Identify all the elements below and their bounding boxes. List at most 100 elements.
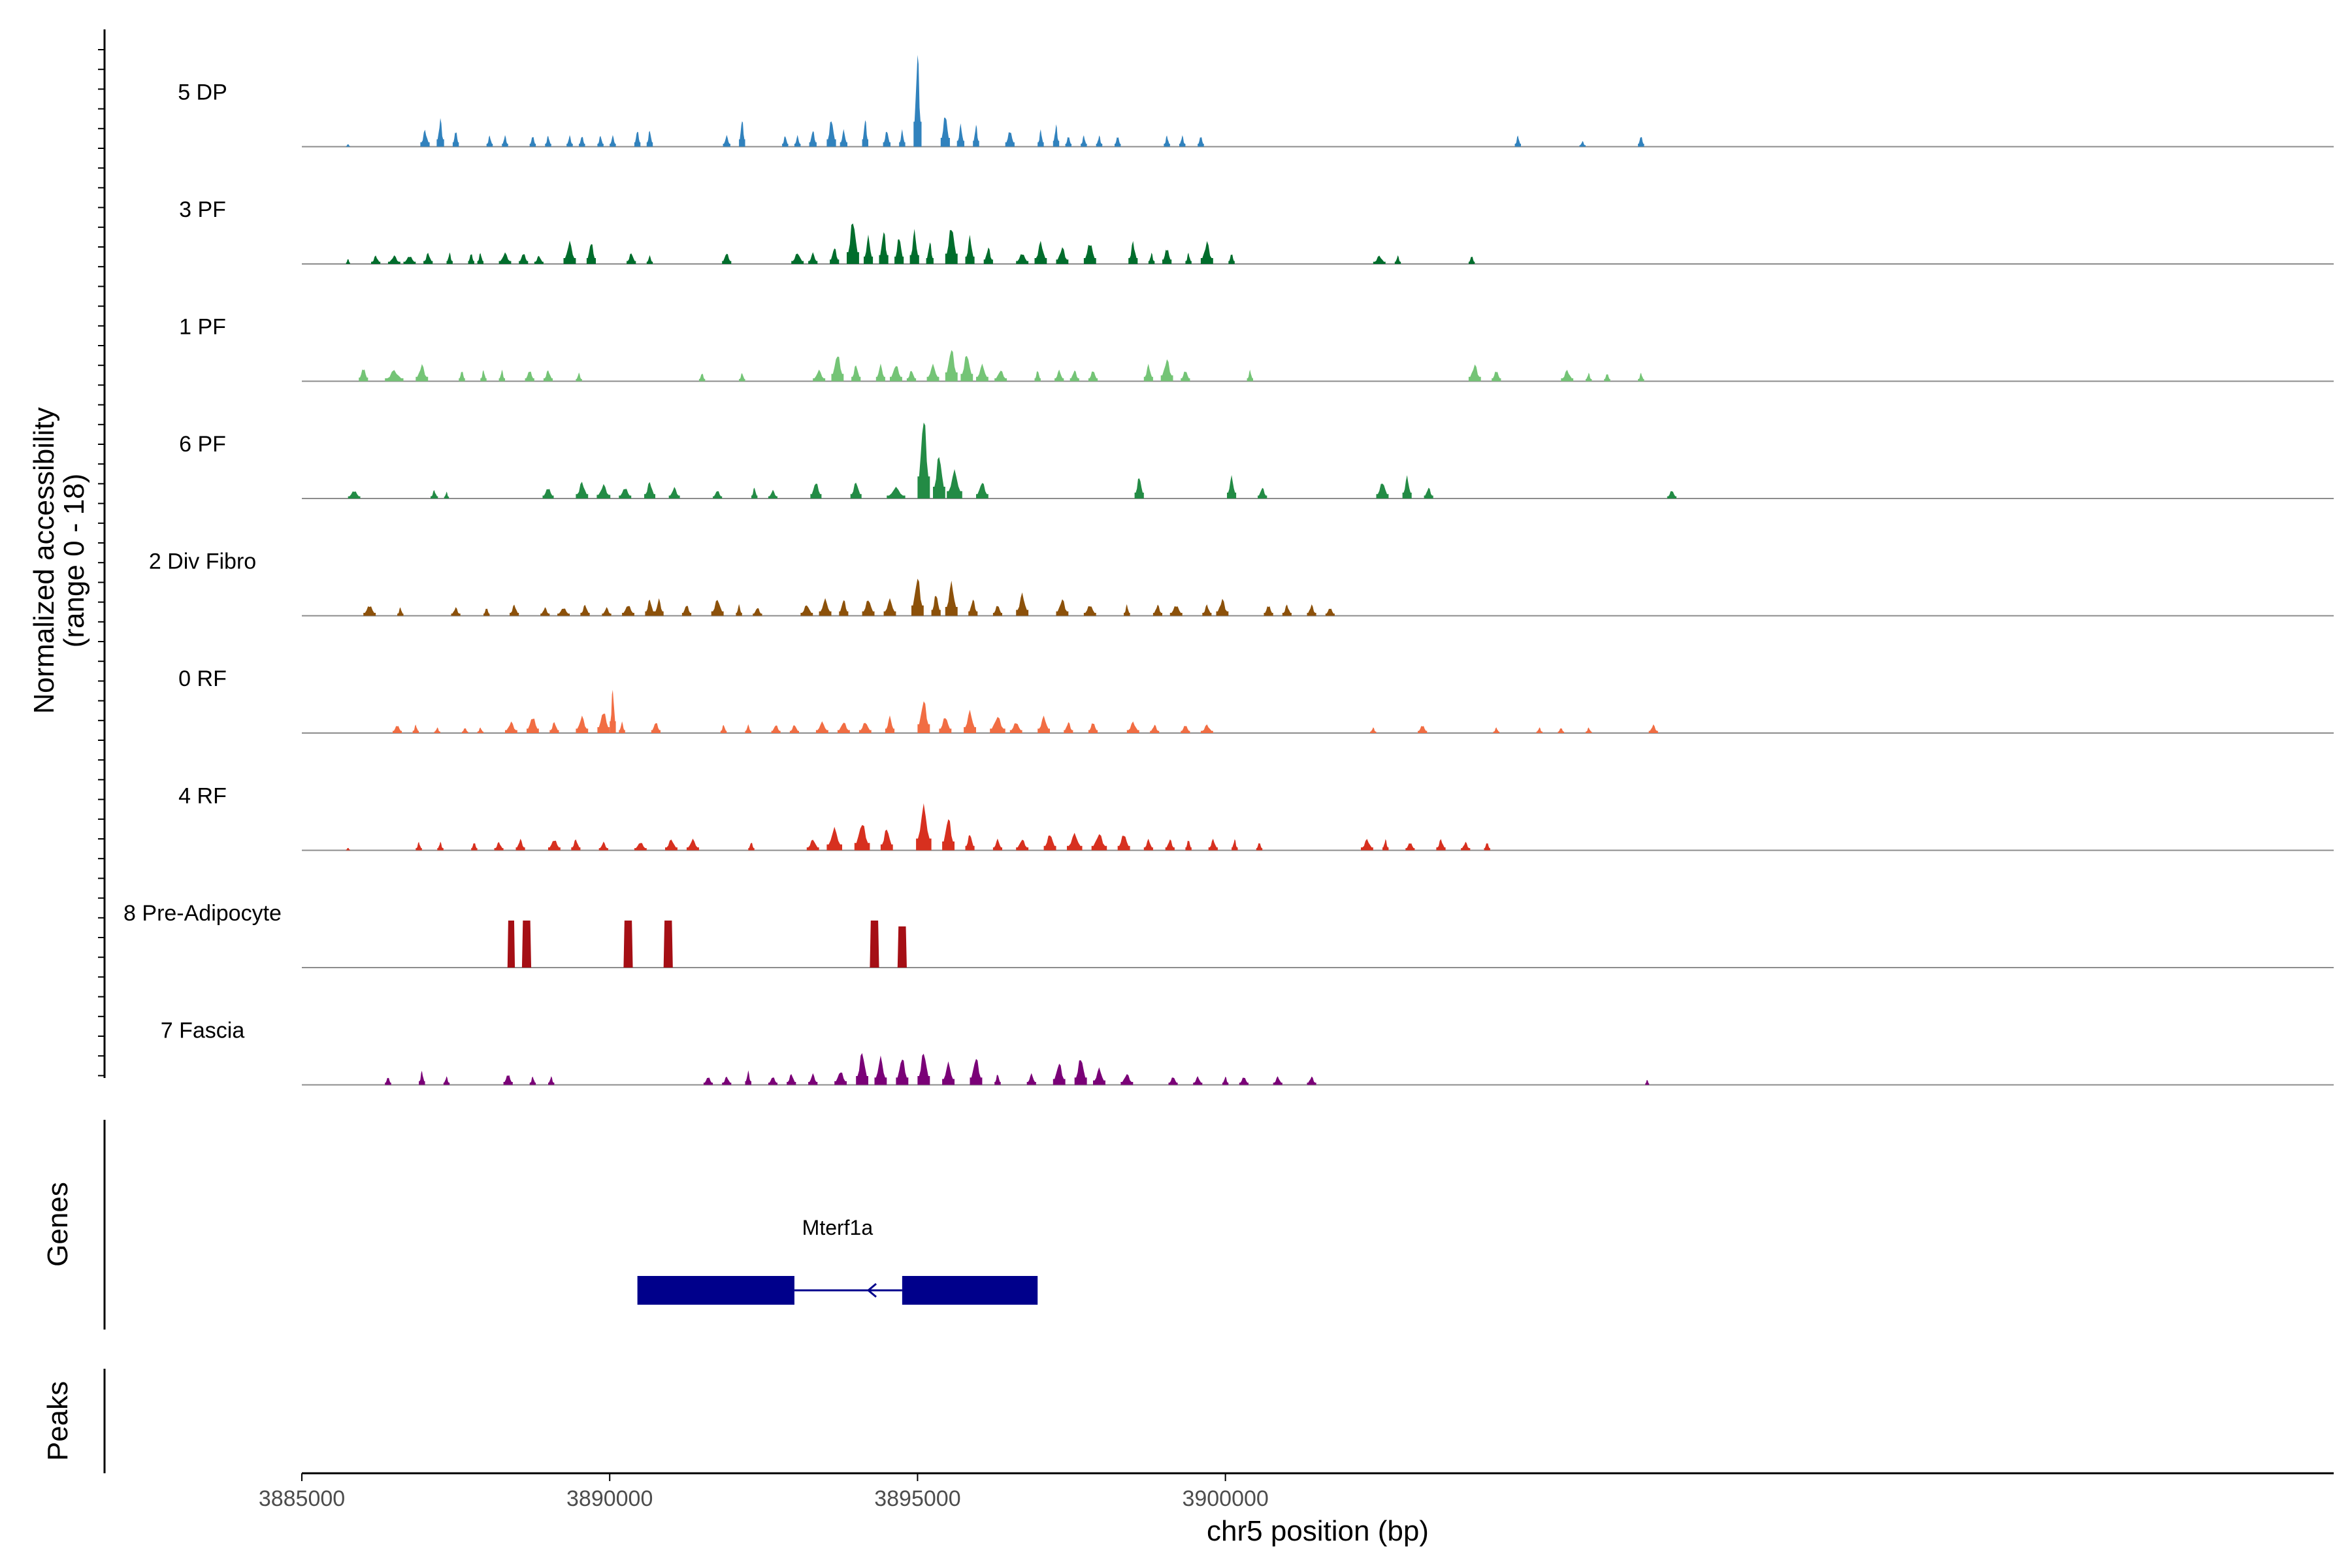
coverage-peak bbox=[956, 123, 964, 147]
coverage-peak bbox=[483, 608, 490, 616]
coverage-peak bbox=[830, 248, 840, 264]
coverage-peak bbox=[870, 921, 879, 968]
coverage-peak bbox=[579, 137, 585, 147]
coverage-peak bbox=[1037, 715, 1050, 733]
coverage-peak bbox=[883, 598, 896, 616]
coverage-peak bbox=[681, 606, 692, 616]
coverage-peak bbox=[545, 135, 551, 147]
coverage-peak bbox=[580, 604, 590, 616]
coverage-peak bbox=[634, 131, 641, 147]
coverage-peak bbox=[840, 129, 847, 147]
coverage-peak bbox=[1402, 475, 1412, 498]
coverage-peak bbox=[1382, 839, 1389, 851]
coverage-peak bbox=[1468, 364, 1481, 382]
coverage-peak bbox=[787, 1074, 796, 1085]
coverage-peak bbox=[791, 253, 804, 264]
coverage-peak bbox=[477, 253, 483, 264]
coverage-peak bbox=[992, 838, 1002, 851]
coverage-peak bbox=[668, 487, 680, 498]
gene-annotation-track: Mterf1a bbox=[637, 1216, 1038, 1305]
coverage-peak bbox=[452, 132, 459, 147]
coverage-peak bbox=[874, 1055, 887, 1085]
coverage-peak bbox=[363, 606, 376, 616]
track-label: 1 PF bbox=[179, 315, 226, 340]
coverage-peak bbox=[542, 489, 554, 498]
coverage-peak bbox=[1043, 835, 1056, 851]
y-axis-title-line2: (range 0 - 18) bbox=[58, 474, 90, 648]
coverage-peak bbox=[1405, 843, 1415, 851]
coverage-peak bbox=[703, 1077, 713, 1085]
coverage-peak bbox=[942, 819, 955, 851]
coverage-peak bbox=[571, 839, 581, 851]
coverage-peak bbox=[1370, 727, 1377, 733]
coverage-peak bbox=[808, 1073, 818, 1085]
coverage-peak bbox=[945, 230, 958, 264]
coverage-peak bbox=[858, 723, 872, 733]
coverage-tracks: 5 DP 3 PF 1 PF 6 PF 2 Div Fibro 0 RF 4 RF 8 Pre… bbox=[123, 55, 2334, 1086]
coverage-peak bbox=[519, 254, 529, 264]
coverage-peak bbox=[739, 373, 745, 382]
coverage-peak bbox=[507, 921, 515, 968]
track-label: 2 Div Fibro bbox=[149, 549, 256, 574]
coverage-peak bbox=[525, 371, 534, 382]
coverage-peak bbox=[598, 841, 608, 851]
coverage-peak bbox=[1064, 722, 1073, 733]
coverage-peak bbox=[1307, 604, 1316, 616]
coverage-peak bbox=[498, 369, 505, 382]
coverage-peak bbox=[505, 721, 517, 733]
coverage-peak bbox=[1667, 491, 1676, 498]
coverage-peak bbox=[1586, 727, 1592, 733]
coverage-peak bbox=[1361, 839, 1373, 851]
coverage-peak bbox=[1468, 257, 1475, 264]
coverage-peak bbox=[911, 578, 924, 616]
coverage-peak bbox=[1181, 726, 1190, 733]
coverage-peak bbox=[1185, 252, 1192, 264]
coverage-peak bbox=[1484, 843, 1490, 851]
coverage-peak bbox=[698, 374, 706, 382]
coverage-peak bbox=[346, 144, 350, 147]
coverage-peak bbox=[596, 483, 611, 498]
coverage-peak bbox=[850, 482, 862, 498]
gene-exon-left bbox=[637, 1276, 794, 1305]
coverage-peak bbox=[890, 366, 902, 382]
coverage-peak bbox=[1181, 371, 1190, 382]
coverage-peak bbox=[521, 921, 532, 968]
coverage-peak bbox=[1493, 727, 1499, 733]
track-8-pre-adipocyte: 8 Pre-Adipocyte bbox=[123, 901, 2334, 968]
coverage-peak bbox=[1492, 371, 1501, 382]
coverage-peak bbox=[913, 55, 922, 147]
coverage-peak bbox=[933, 457, 945, 498]
gene-strand-arrow-icon bbox=[866, 1282, 877, 1298]
coverage-peak bbox=[1074, 1060, 1087, 1085]
coverage-peak bbox=[1561, 370, 1574, 382]
coverage-peak bbox=[1088, 723, 1098, 733]
coverage-peak bbox=[1536, 727, 1543, 733]
coverage-peak bbox=[646, 131, 653, 147]
coverage-peak bbox=[1091, 834, 1107, 851]
coverage-peak bbox=[557, 608, 570, 616]
coverage-peak bbox=[970, 1058, 983, 1085]
coverage-peak bbox=[745, 1070, 751, 1085]
track-label: 8 Pre-Adipocyte bbox=[123, 901, 282, 926]
coverage-peak bbox=[1325, 608, 1335, 616]
coverage-peak bbox=[420, 129, 430, 147]
coverage-peak bbox=[1053, 1064, 1066, 1085]
coverage-peak bbox=[945, 580, 958, 616]
coverage-peak bbox=[1282, 604, 1292, 616]
coverage-peak bbox=[663, 921, 673, 968]
coverage-peak bbox=[1179, 135, 1186, 147]
coverage-peak bbox=[529, 1076, 536, 1085]
coverage-peak bbox=[854, 825, 870, 851]
coverage-peak bbox=[510, 604, 519, 616]
coverage-peak bbox=[477, 727, 483, 733]
x-tick-label: 3885000 bbox=[259, 1486, 345, 1511]
coverage-peak bbox=[906, 370, 917, 382]
coverage-peak bbox=[748, 843, 755, 851]
track-label: 3 PF bbox=[179, 197, 226, 222]
coverage-peak bbox=[1148, 252, 1155, 264]
coverage-peak bbox=[926, 363, 939, 382]
coverage-peak bbox=[619, 489, 632, 498]
coverage-peak bbox=[393, 726, 402, 733]
coverage-peak bbox=[1193, 1076, 1203, 1085]
coverage-peak bbox=[813, 369, 826, 382]
